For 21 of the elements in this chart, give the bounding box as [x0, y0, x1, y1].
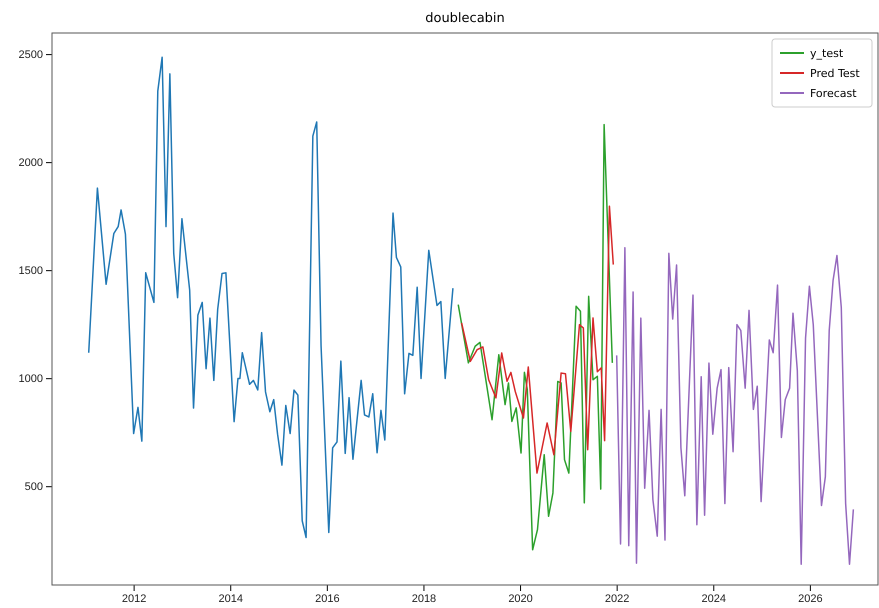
line-series: [616, 247, 854, 566]
x-tick-label: 2020: [508, 592, 533, 605]
y-tick-label: 1000: [18, 373, 43, 386]
x-tick-label: 2024: [702, 592, 726, 605]
line-series: [460, 206, 614, 474]
x-tick-label: 2022: [604, 592, 630, 605]
x-tick-label: 2026: [798, 592, 823, 605]
x-tick-label: 2012: [122, 592, 146, 605]
x-tick-label: 2016: [315, 592, 340, 605]
legend-label: Forecast: [810, 87, 858, 100]
y-tick-label: 2000: [18, 157, 43, 170]
y-tick-label: 500: [24, 481, 43, 494]
legend-label: y_test: [810, 47, 844, 60]
legend-label: Pred Test: [810, 67, 860, 80]
y-tick-label: 1500: [18, 265, 43, 278]
chart-title: doublecabin: [425, 11, 505, 26]
x-tick-label: 2018: [412, 592, 436, 605]
y-tick-label: 2500: [18, 49, 43, 62]
x-tick-label: 2014: [218, 592, 243, 605]
line-series: [88, 56, 454, 538]
line-series: [457, 124, 614, 551]
